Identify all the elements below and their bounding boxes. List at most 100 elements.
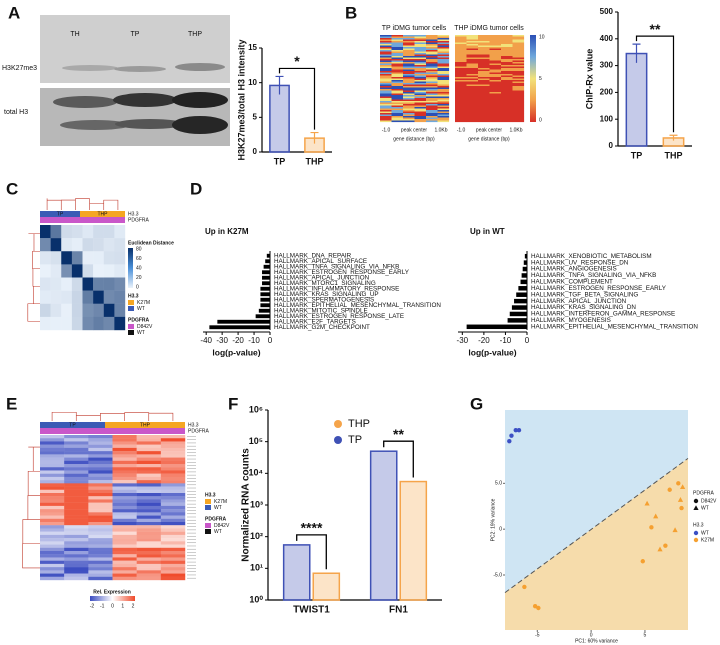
bar [263, 264, 270, 269]
heatmap-cell [391, 111, 404, 114]
heatmap-cell [136, 470, 162, 474]
bar [466, 324, 527, 330]
heatmap-cell [426, 44, 438, 46]
heatmap-cell [489, 65, 502, 67]
y-tick-label: 10⁶ [249, 404, 263, 414]
heatmap-cell [501, 59, 513, 61]
heatmap-cell [455, 56, 467, 58]
heatmap-cell [160, 525, 186, 529]
heatmap-cell [82, 277, 94, 291]
heatmap-cell [403, 120, 415, 123]
chart-title: Up in K27M [205, 227, 249, 236]
x-tick-label: TWIST1 [293, 605, 330, 616]
bar [262, 281, 270, 286]
heatmap-cell [40, 531, 65, 536]
heatmap-cell [112, 435, 137, 439]
heatmap-cell [455, 44, 467, 46]
group-label: THP [98, 211, 109, 217]
point [663, 543, 668, 548]
heatmap-cell [426, 39, 438, 42]
heatmap-cell [136, 528, 162, 532]
heatmap-cell [501, 105, 513, 108]
heatmap-cell [88, 483, 113, 487]
point [672, 527, 678, 533]
heatmap-cell [112, 541, 137, 545]
y-axis-label: H3K27me3/total H3 intensity [236, 39, 246, 160]
heatmap-cell [501, 111, 513, 114]
heatmap-cell [40, 538, 65, 542]
heatmap-cell [466, 95, 479, 97]
heatmap-cell [414, 38, 427, 40]
heatmap-cell [489, 48, 502, 51]
panel-label: F [228, 394, 238, 413]
legend-label: WT [214, 529, 222, 535]
heatmap-cell [478, 68, 490, 70]
heatmap-cell [466, 62, 479, 64]
heatmap-cell [391, 90, 404, 93]
heatmap-cell [466, 98, 479, 100]
category-label: HALLMARK_APICAL_JUNCTION [531, 298, 627, 305]
heatmap-cell [489, 86, 502, 88]
heatmap-cell [391, 86, 404, 88]
heatmap-cell [136, 547, 162, 552]
chart-title: Up in WT [470, 227, 505, 236]
heatmap-cell [136, 441, 162, 445]
heatmap-cell [478, 93, 490, 96]
heatmap-cell [501, 96, 513, 99]
heatmap-cell [82, 316, 94, 331]
heatmap-cell [112, 567, 137, 571]
heatmap-cell [50, 277, 62, 291]
legend-swatch [128, 300, 134, 305]
heatmap-cell [489, 47, 502, 49]
x-tick-label: FN1 [389, 605, 408, 616]
heatmap-cell [391, 39, 404, 42]
heatmap-cell [512, 83, 525, 85]
heatmap-cell [512, 95, 525, 97]
heatmap-cell [380, 81, 392, 84]
heatmap-cell [391, 65, 404, 67]
heatmap-cell [512, 120, 525, 123]
x-tick-label: -10 [500, 336, 512, 345]
legend-swatch [205, 505, 211, 510]
category-label: HALLMARK_DNA_REPAIR [274, 252, 352, 259]
heatmap-cell [455, 36, 467, 39]
heatmap-cell [466, 51, 479, 54]
heatmap-cell [403, 66, 415, 69]
heatmap-cell [40, 499, 65, 503]
point [522, 584, 527, 590]
heatmap-cell [380, 69, 392, 72]
heatmap-cell [61, 251, 73, 265]
heatmap-cell [426, 80, 438, 82]
heatmap-cell [391, 105, 404, 108]
heatmap-cell [391, 57, 404, 60]
heatmap-cell [380, 111, 392, 114]
heatmap-cell [136, 447, 162, 452]
heatmap-cell [501, 98, 513, 100]
heatmap-cell [88, 473, 113, 478]
heatmap-cell [414, 77, 427, 79]
heatmap-cell [61, 290, 73, 304]
heatmap-cell [82, 238, 94, 252]
point [644, 500, 650, 506]
heatmap-cell [478, 95, 490, 97]
heatmap-cell [478, 62, 490, 64]
heatmap-cell [478, 92, 490, 94]
heatmap-cell [426, 42, 438, 45]
legend-title: H3.3 [693, 522, 704, 528]
heatmap-cell [437, 69, 450, 72]
category-label: HALLMARK_APICAL_SURFACE [274, 258, 367, 265]
blot-band [113, 93, 177, 107]
track [40, 428, 185, 434]
heatmap-cell [426, 113, 438, 115]
heatmap-cell [403, 105, 415, 108]
heatmap-cell [380, 45, 392, 48]
heatmap-cell [512, 104, 525, 106]
heatmap-cell [437, 80, 450, 82]
heatmap-cell [489, 89, 502, 91]
colorbar-title: Euclidean Distance [128, 240, 174, 246]
legend-marker [334, 436, 342, 444]
heatmap-cell [114, 277, 126, 291]
heatmap-cell [160, 518, 186, 523]
heatmap-cell [512, 86, 525, 88]
heatmap-cell [88, 522, 113, 526]
